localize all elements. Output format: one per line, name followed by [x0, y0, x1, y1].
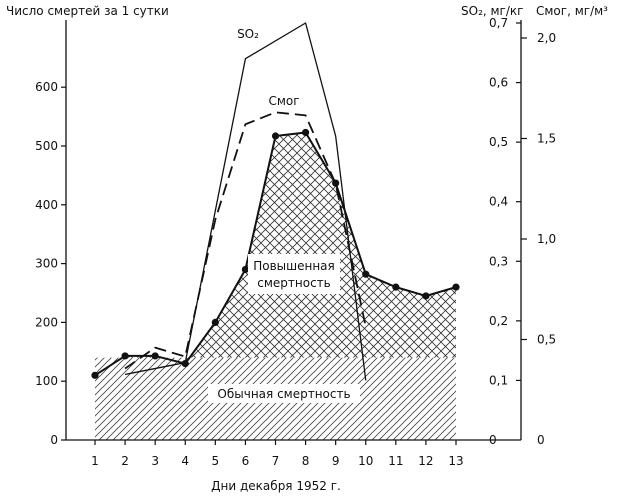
y-smog-tick-label: 0: [537, 433, 545, 447]
x-tick-label: 10: [358, 454, 373, 468]
y-left-tick-label: 200: [35, 315, 58, 329]
deaths-point: [241, 265, 250, 274]
so2-line: [124, 22, 367, 381]
deaths-point: [91, 371, 99, 379]
x-tick-label: 11: [388, 454, 403, 468]
deaths-point: [392, 283, 400, 291]
deaths-point: [211, 318, 219, 326]
deaths-point: [422, 292, 430, 300]
x-tick-label: 12: [418, 454, 433, 468]
so2-series-label: SO₂: [237, 27, 259, 41]
y-left-tick-label: 0: [50, 433, 58, 447]
y-so2-tick-label: 0,1: [489, 373, 508, 387]
y-so2-tick-label: 0,3: [489, 254, 508, 268]
x-tick-label: 1: [91, 454, 99, 468]
y-left-tick-label: 400: [35, 198, 58, 212]
deaths-point: [121, 352, 129, 360]
normal-mortality-label: Обычная смертность: [217, 387, 350, 401]
x-tick-label: 5: [212, 454, 220, 468]
deaths-point: [452, 283, 460, 291]
deaths-point: [332, 179, 340, 187]
excess-mortality-label-2: смертность: [257, 276, 331, 290]
y-so2-tick-label: 0,6: [489, 76, 508, 90]
x-tick-label: 13: [448, 454, 463, 468]
y-so2-tick-label: 0,4: [489, 195, 508, 209]
y-left-tick-label: 100: [35, 374, 58, 388]
x-tick-label: 9: [332, 454, 340, 468]
x-tick-label: 3: [151, 454, 159, 468]
y-so2-tick-label: 0,7: [489, 16, 508, 30]
y-axis-left-label: Число смертей за 1 сутки: [6, 4, 169, 18]
excess-mortality-area: [122, 132, 457, 358]
smog-series-label: Смог: [268, 94, 299, 108]
y-smog-tick-label: 1,0: [537, 232, 556, 246]
excess-mortality-label-bg: [248, 254, 340, 294]
x-tick-label: 4: [181, 454, 189, 468]
deaths-point: [181, 359, 189, 368]
x-tick-label: 8: [302, 454, 310, 468]
normal-mortality-label-bg: [208, 384, 360, 403]
y-so2-tick-label: 0: [489, 433, 497, 447]
x-tick-label: 2: [121, 454, 129, 468]
deaths-point: [362, 270, 370, 278]
smog-line: [124, 111, 367, 370]
excess-mortality-label-1: Повышенная: [253, 259, 335, 273]
x-axis-label: Дни декабря 1952 г.: [211, 479, 341, 493]
deaths-point: [271, 132, 280, 140]
deaths-point: [301, 128, 310, 137]
x-tick-label: 6: [242, 454, 250, 468]
y-so2-tick-label: 0,2: [489, 314, 508, 328]
y-left-tick-label: 500: [35, 139, 58, 153]
y-left-tick-label: 600: [35, 80, 58, 94]
y-smog-tick-label: 0,5: [537, 333, 556, 347]
x-tick-label: 7: [272, 454, 280, 468]
y-smog-tick-label: 2,0: [537, 31, 556, 45]
y-left-tick-label: 300: [35, 257, 58, 271]
y-so2-tick-label: 0,5: [489, 135, 508, 149]
y-axis-so2-label: SO₂, мг/кг: [461, 4, 523, 18]
deaths-point: [151, 352, 159, 360]
y-smog-tick-label: 1,5: [537, 132, 556, 146]
y-axis-smog-label: Смог, мг/м³: [536, 4, 608, 18]
